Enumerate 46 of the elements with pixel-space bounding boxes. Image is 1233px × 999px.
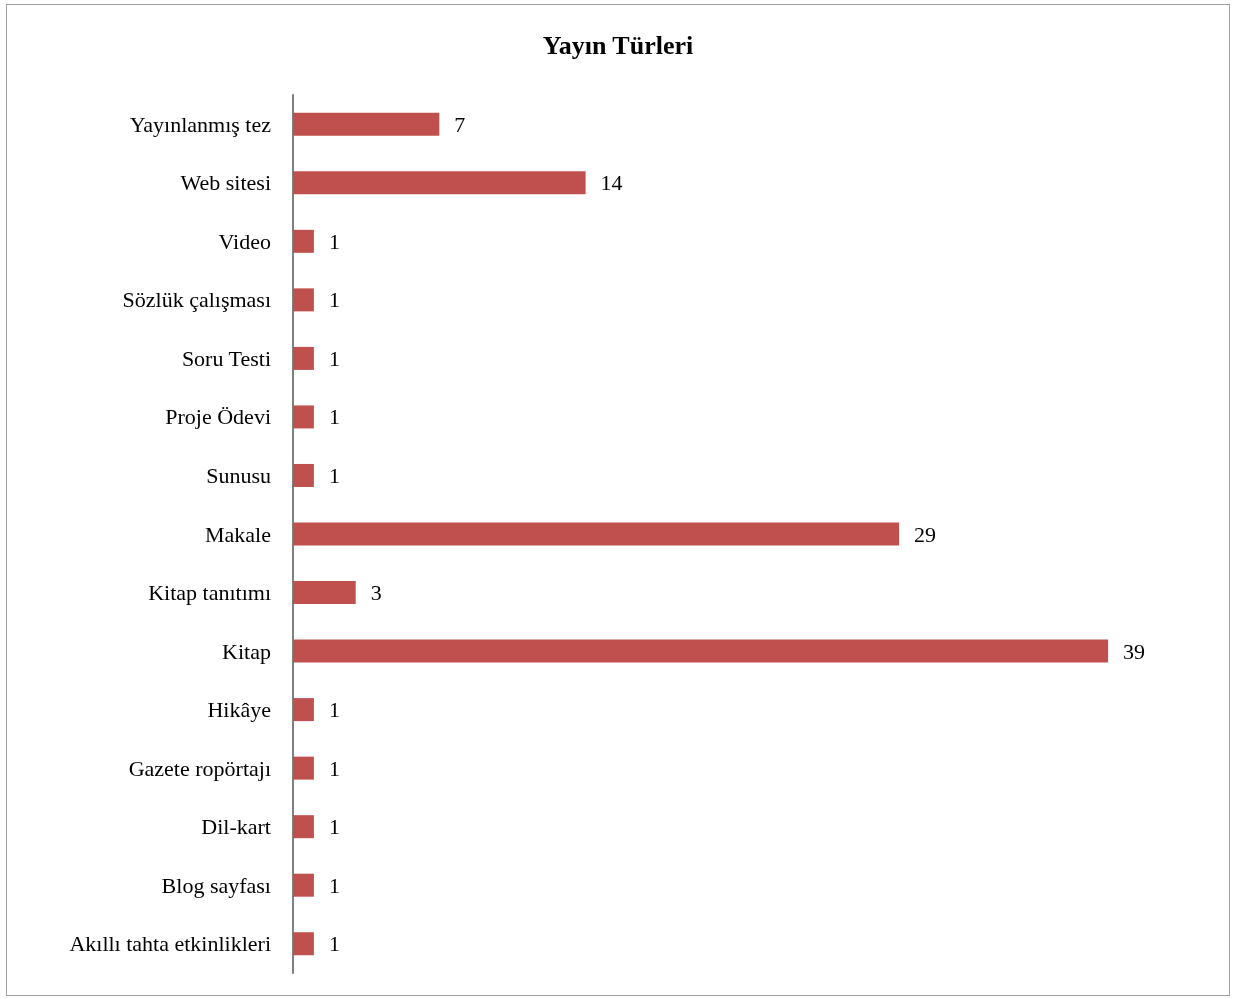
data-label: 3 bbox=[370, 580, 382, 606]
data-label: 14 bbox=[600, 170, 623, 196]
y-tick-label: Proje Ödevi bbox=[165, 404, 271, 430]
y-tick-label: Makale bbox=[205, 521, 271, 547]
bar bbox=[293, 873, 314, 897]
y-tick-label: Web sitesi bbox=[180, 170, 271, 196]
y-tick-label: Kitap tanıtımı bbox=[148, 580, 271, 606]
data-label: 1 bbox=[328, 931, 340, 957]
bar bbox=[293, 346, 314, 370]
data-label: 39 bbox=[1123, 638, 1146, 664]
data-label: 7 bbox=[454, 111, 466, 137]
y-tick-label: Sözlük çalışması bbox=[122, 287, 271, 313]
y-tick-label: Dil-kart bbox=[201, 814, 271, 840]
y-tick-label: Kitap bbox=[222, 638, 271, 664]
bar bbox=[293, 932, 314, 956]
data-label: 1 bbox=[328, 345, 340, 371]
bar bbox=[293, 756, 314, 780]
data-label: 1 bbox=[328, 462, 340, 488]
y-tick-label: Blog sayfası bbox=[161, 872, 271, 898]
bar bbox=[293, 639, 1109, 663]
data-label: 1 bbox=[328, 814, 340, 840]
bar bbox=[293, 581, 356, 605]
y-tick-label: Gazete ropörtajı bbox=[128, 755, 271, 781]
y-tick-label: Video bbox=[218, 228, 271, 254]
y-tick-label: Akıllı tahta etkinlikleri bbox=[69, 931, 271, 957]
bar bbox=[293, 698, 314, 722]
y-tick-label: Soru Testi bbox=[181, 345, 271, 371]
y-tick-label: Yayınlanmış tez bbox=[129, 111, 272, 137]
bar bbox=[293, 288, 314, 312]
data-label: 29 bbox=[914, 521, 937, 547]
data-label: 1 bbox=[328, 228, 340, 254]
chart-title: Yayın Türleri bbox=[542, 30, 694, 60]
bar bbox=[293, 171, 586, 195]
bar bbox=[293, 405, 314, 429]
bar bbox=[293, 229, 314, 253]
data-label: 1 bbox=[328, 287, 340, 313]
bar bbox=[293, 815, 314, 839]
y-tick-label: Sunusu bbox=[206, 462, 271, 488]
y-tick-label: Hikâye bbox=[207, 697, 271, 723]
data-label: 1 bbox=[328, 755, 340, 781]
bar bbox=[293, 112, 440, 136]
bar bbox=[293, 463, 314, 487]
data-label: 1 bbox=[328, 404, 340, 430]
data-label: 1 bbox=[328, 697, 340, 723]
bar bbox=[293, 522, 900, 546]
data-label: 1 bbox=[328, 872, 340, 898]
